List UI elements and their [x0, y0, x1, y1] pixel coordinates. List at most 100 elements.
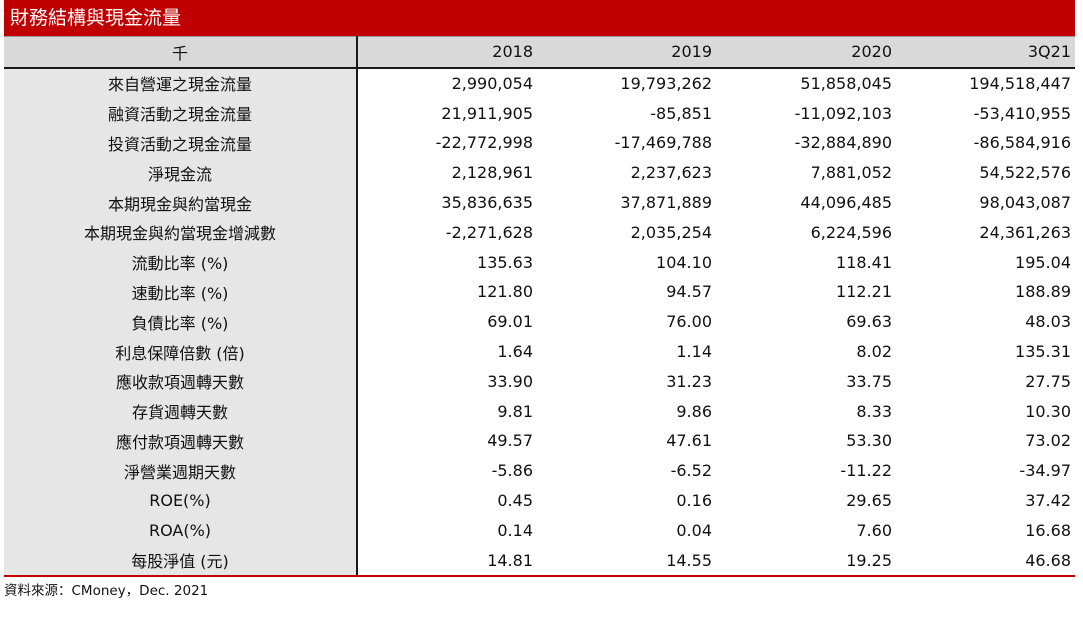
table-cell: 46.68 — [896, 545, 1075, 578]
row-label: ROE(%) — [4, 485, 358, 516]
table-body: 來自營運之現金流量 2,990,054 19,793,262 51,858,045 19… — [4, 67, 1075, 578]
table-cell: 69.63 — [846, 312, 892, 332]
table-row: 本期現金與約當現金 35,836,635 37,871,889 44,096,485 9… — [4, 187, 1075, 218]
table-cell: 2,035,254 — [630, 222, 712, 242]
table-cell: 31.23 — [666, 371, 712, 391]
table-cell: -17,469,788 — [614, 133, 712, 153]
table-cell: 0.04 — [676, 520, 712, 540]
table-cell: 0.45 — [497, 491, 533, 511]
table-cell: 48.03 — [1025, 312, 1071, 332]
row-label: 利息保障倍數 (倍) — [4, 336, 358, 367]
table-cell: 2,128,961 — [451, 163, 533, 183]
table-cell: -85,851 — [650, 103, 712, 123]
table-cell: 19,793,262 — [620, 73, 712, 93]
row-label: 本期現金與約當現金 — [4, 187, 358, 218]
table-cell: 135.31 — [1015, 342, 1071, 362]
table-row: ROE(%) 0.45 0.16 29.65 37.42 — [4, 485, 1075, 516]
table-row: 利息保障倍數 (倍) 1.64 1.14 8.02 135.31 — [4, 336, 1075, 367]
table-cell: -2,271,628 — [445, 222, 533, 242]
table-cell: 7.60 — [856, 520, 892, 540]
table-row: 應收款項週轉天數 33.90 31.23 33.75 27.75 — [4, 366, 1075, 397]
table-cell: 49.57 — [487, 431, 533, 451]
table-cell: 104.10 — [656, 252, 712, 272]
table-cell: 33.75 — [846, 371, 892, 391]
row-label: 速動比率 (%) — [4, 277, 358, 307]
table-cell: 135.63 — [477, 252, 533, 272]
table-cell: 6,224,596 — [810, 222, 892, 242]
table-row: 應付款項週轉天數 49.57 47.61 53.30 73.02 — [4, 426, 1075, 456]
table-cell: 16.68 — [1025, 520, 1071, 540]
column-header: 2019 — [537, 36, 716, 69]
row-label: 應付款項週轉天數 — [4, 426, 358, 456]
table-cell: -86,584,916 — [973, 133, 1071, 153]
row-label: 融資活動之現金流量 — [4, 98, 358, 129]
table-row: ROA(%) 0.14 0.04 7.60 16.68 — [4, 515, 1075, 546]
table-cell: 188.89 — [1015, 282, 1071, 302]
table-cell: 54,522,576 — [979, 163, 1071, 183]
table-cell: 2,990,054 — [451, 73, 533, 93]
table-row: 淨營業週期天數 -5.86 -6.52 -11.22 -34.97 — [4, 455, 1075, 486]
table-cell: 194,518,447 — [969, 73, 1071, 93]
table-cell: 121.80 — [477, 282, 533, 302]
table-cell: -34.97 — [1019, 461, 1071, 481]
table-cell: -22,772,998 — [435, 133, 533, 153]
table-row: 融資活動之現金流量 21,911,905 -85,851 -11,092,103 -53… — [4, 98, 1075, 129]
table-cell: 9.86 — [676, 401, 712, 421]
header-row: 千 2018 2019 2020 3Q21 — [4, 36, 1075, 69]
table-cell: 2,237,623 — [630, 163, 712, 183]
row-label: 存貨週轉天數 — [4, 396, 358, 427]
table-cell: 9.81 — [497, 401, 533, 421]
table-cell: 51,858,045 — [800, 73, 892, 93]
table-cell: 118.41 — [836, 252, 892, 272]
table-cell: 27.75 — [1025, 371, 1071, 391]
table-cell: 53.30 — [846, 431, 892, 451]
table-cell: 24,361,263 — [979, 222, 1071, 242]
table-cell: 44,096,485 — [800, 193, 892, 213]
table-cell: 8.33 — [856, 401, 892, 421]
table-cell: 1.14 — [676, 342, 712, 362]
table-cell: 195.04 — [1015, 252, 1071, 272]
row-label: ROA(%) — [4, 515, 358, 546]
table-cell: 29.65 — [846, 491, 892, 511]
table-cell: -11,092,103 — [794, 103, 892, 123]
table-cell: -53,410,955 — [973, 103, 1071, 123]
financial-table: 千 2018 2019 2020 3Q21 來自營運之現金流量 2,990,054… — [4, 36, 1075, 578]
row-label: 每股淨值 (元) — [4, 545, 358, 578]
table-cell: 98,043,087 — [979, 193, 1071, 213]
table-cell: 14.81 — [357, 545, 537, 578]
table-title: 財務結構與現金流量 — [4, 0, 1075, 36]
table-cell: 14.55 — [537, 545, 716, 578]
table-row: 存貨週轉天數 9.81 9.86 8.33 10.30 — [4, 396, 1075, 427]
column-header: 3Q21 — [896, 36, 1075, 69]
table-cell: -32,884,890 — [794, 133, 892, 153]
row-label: 負債比率 (%) — [4, 306, 358, 337]
table-cell: 47.61 — [666, 431, 712, 451]
table-cell: 8.02 — [856, 342, 892, 362]
table-cell: 7,881,052 — [810, 163, 892, 183]
table-row: 每股淨值 (元) 14.81 14.55 19.25 46.68 — [4, 545, 1075, 578]
row-label: 應收款項週轉天數 — [4, 366, 358, 397]
table-cell: 21,911,905 — [441, 103, 533, 123]
source-note: 資料來源：CMoney，Dec. 2021 — [4, 583, 209, 599]
table-row: 來自營運之現金流量 2,990,054 19,793,262 51,858,045 19… — [4, 67, 1075, 99]
row-label: 來自營運之現金流量 — [4, 67, 358, 99]
table-cell: -11.22 — [840, 461, 892, 481]
table-cell: 1.64 — [497, 342, 533, 362]
table-cell: 69.01 — [487, 312, 533, 332]
table-cell: -6.52 — [670, 461, 712, 481]
table-cell: 76.00 — [666, 312, 712, 332]
table-cell: -5.86 — [491, 461, 533, 481]
row-label: 流動比率 (%) — [4, 247, 358, 278]
table-row: 本期現金與約當現金增減數 -2,271,628 2,035,254 6,224,596… — [4, 217, 1075, 248]
table-cell: 37.42 — [1025, 491, 1071, 511]
table-cell: 0.14 — [497, 520, 533, 540]
table-cell: 37,871,889 — [620, 193, 712, 213]
table-row: 淨現金流 2,128,961 2,237,623 7,881,052 54,522,57… — [4, 157, 1075, 188]
table-cell: 73.02 — [1025, 431, 1071, 451]
column-header: 2020 — [716, 36, 896, 69]
row-label: 投資活動之現金流量 — [4, 128, 358, 158]
row-label: 淨現金流 — [4, 157, 358, 188]
table-cell: 0.16 — [676, 491, 712, 511]
table-cell: 94.57 — [666, 282, 712, 302]
row-label: 本期現金與約當現金增減數 — [4, 217, 358, 248]
